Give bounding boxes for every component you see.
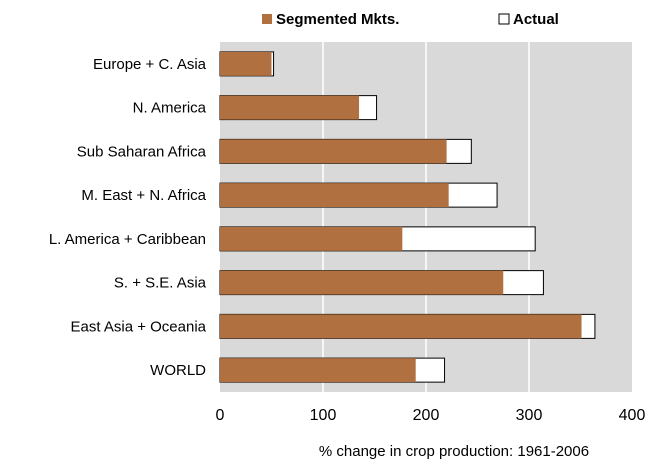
x-tick-label: 400: [619, 407, 646, 424]
bar-segmented: [220, 51, 272, 76]
x-tick-label: 0: [216, 407, 225, 424]
bar-segmented: [220, 314, 582, 339]
bar-segmented: [220, 139, 447, 164]
bar-segmented: [220, 183, 449, 208]
legend: Segmented Mkts. Actual: [262, 11, 559, 28]
bar-segmented: [220, 95, 360, 120]
x-tick-labels: 0 100 200 300 400: [216, 407, 646, 424]
x-tick-label: 300: [516, 407, 543, 424]
category-label: Sub Saharan Africa: [77, 143, 207, 160]
category-label: East Asia + Oceania: [71, 318, 207, 335]
legend-label-segmented: Segmented Mkts.: [276, 11, 399, 28]
category-label: N. America: [133, 100, 207, 117]
category-labels: Europe + C. Asia N. America Sub Saharan Af…: [49, 56, 207, 379]
x-tick-label: 100: [310, 407, 337, 424]
x-tick-label: 200: [413, 407, 440, 424]
bars: [219, 51, 596, 383]
legend-swatch-actual: [498, 13, 510, 25]
x-axis-title: % change in crop production: 1961-2006: [319, 443, 589, 460]
category-label: Europe + C. Asia: [93, 56, 207, 73]
category-label: L. America + Caribbean: [49, 231, 206, 248]
legend-label-actual: Actual: [513, 11, 559, 28]
bar-segmented: [220, 270, 504, 295]
bar-segmented: [220, 358, 416, 383]
bar-segmented: [220, 226, 403, 251]
category-label: S. + S.E. Asia: [114, 275, 207, 292]
legend-swatch-segmented: [262, 14, 272, 24]
category-label: M. East + N. Africa: [81, 187, 206, 204]
category-label: WORLD: [150, 362, 206, 379]
